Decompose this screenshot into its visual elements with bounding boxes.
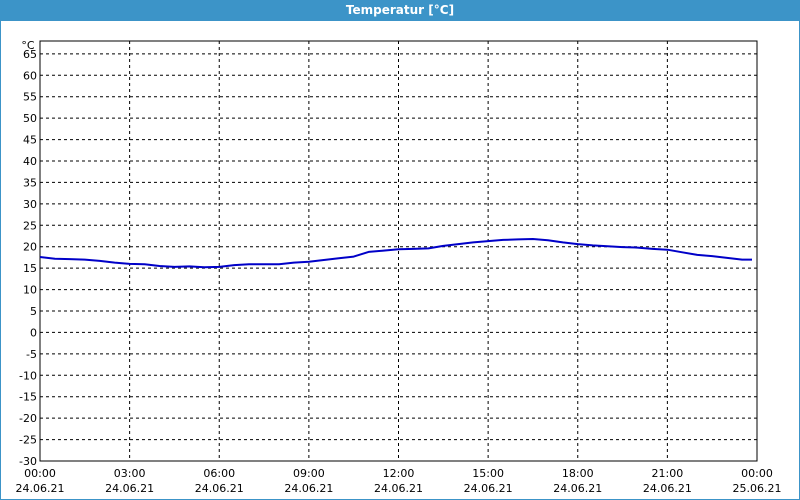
x-tick-time-label: 21:00: [652, 467, 684, 480]
y-tick-label: 45: [23, 134, 37, 147]
y-tick-label: 20: [23, 241, 37, 254]
y-tick-label: -10: [19, 369, 37, 382]
temperature-line: [39, 238, 752, 269]
x-tick-time-label: 00:00: [741, 467, 773, 480]
x-tick-date-label: 24.06.21: [284, 482, 333, 495]
y-tick-label: 15: [23, 262, 37, 275]
x-tick-time-label: 06:00: [203, 467, 235, 480]
y-axis-unit-label: °C: [21, 39, 35, 52]
y-tick-label: -25: [19, 434, 37, 447]
x-tick-date-label: 24.06.21: [195, 482, 244, 495]
x-tick-time-label: 00:00: [24, 467, 56, 480]
y-tick-label: 50: [23, 112, 37, 125]
x-tick-date-label: 24.06.21: [643, 482, 692, 495]
x-tick-time-label: 18:00: [562, 467, 594, 480]
x-tick-date-label: 24.06.21: [374, 482, 423, 495]
x-tick-time-label: 09:00: [293, 467, 325, 480]
y-tick-label: -30: [19, 455, 37, 468]
y-tick-label: 40: [23, 155, 37, 168]
chart-frame: 65 60 55 50 45 40 35 30 25 20 15 10 5 0 -5 -10 -15 -20 -25…: [0, 20, 800, 500]
y-tick-label: 30: [23, 198, 37, 211]
y-tick-label: 0: [30, 326, 37, 339]
y-tick-label: 5: [30, 305, 37, 318]
x-tick-date-label: 24.06.21: [16, 482, 65, 495]
y-tick-label: 55: [23, 91, 37, 104]
x-tick-date-label: 24.06.21: [464, 482, 513, 495]
chart-title: Temperatur [°C]: [0, 0, 800, 20]
y-tick-label: 35: [23, 176, 37, 189]
y-tick-label: 65: [23, 48, 37, 61]
y-tick-label: 25: [23, 219, 37, 232]
x-tick-date-label: 25.06.21: [733, 482, 782, 495]
x-tick-date-label: 24.06.21: [553, 482, 602, 495]
temperature-chart: 65605550454035302520151050-5-10-15-20-25…: [16, 39, 782, 495]
x-tick-date-label: 24.06.21: [105, 482, 154, 495]
plot-area-border: [39, 40, 758, 462]
y-tick-label: 60: [23, 69, 37, 82]
x-tick-time-label: 12:00: [383, 467, 415, 480]
x-tick-time-label: 03:00: [114, 467, 146, 480]
y-tick-label: -15: [19, 391, 37, 404]
y-tick-label: 10: [23, 284, 37, 297]
y-tick-label: -5: [26, 348, 37, 361]
x-tick-time-label: 15:00: [472, 467, 504, 480]
y-tick-label: -20: [19, 412, 37, 425]
